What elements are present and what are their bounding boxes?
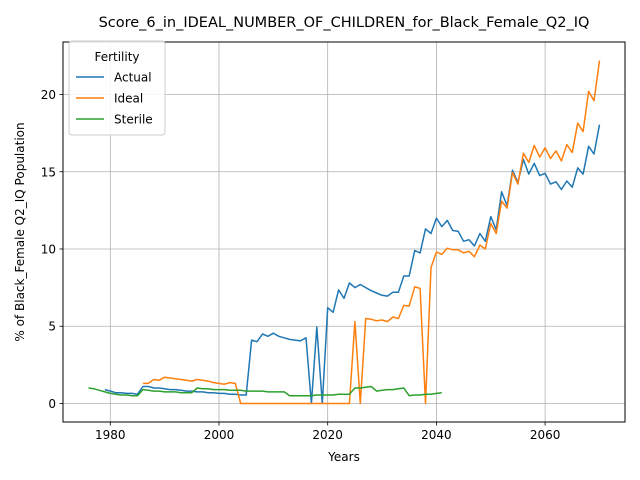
series-line-sterile: [88, 385, 442, 397]
series-layer: [88, 60, 601, 405]
y-tick-label: 10: [41, 242, 56, 256]
x-tick-label: 2060: [530, 428, 561, 442]
series-line-ideal: [142, 60, 601, 405]
plot-frame: [62, 41, 626, 423]
legend-entries: Actual Ideal Sterile: [76, 71, 153, 127]
x-tick-label: 2040: [421, 428, 452, 442]
legend-label-ideal: Ideal: [114, 92, 143, 106]
x-tick-label: 1980: [95, 428, 126, 442]
y-tick-label: 15: [41, 165, 56, 179]
legend-title: Fertility: [94, 50, 139, 64]
y-axis-ticks: 0 5 10 15 20: [41, 88, 63, 411]
y-tick-label: 5: [48, 320, 56, 334]
x-tick-label: 2020: [312, 428, 343, 442]
x-axis-label: Years: [327, 450, 360, 464]
y-tick-label: 0: [48, 397, 56, 411]
legend-label-actual: Actual: [114, 71, 152, 85]
chart-title: Score_6_in_IDEAL_NUMBER_OF_CHILDREN_for_…: [99, 15, 590, 31]
x-tick-label: 2000: [204, 428, 235, 442]
legend: Fertility Actual Ideal Sterile: [68, 40, 166, 136]
legend-box: [68, 40, 166, 136]
legend-label-sterile: Sterile: [114, 113, 153, 127]
x-axis-ticks: 1980 2000 2020 2040 2060: [95, 422, 560, 442]
y-axis-label: % of Black_Female Q2_IQ Population: [13, 122, 27, 341]
y-tick-label: 20: [41, 88, 56, 102]
